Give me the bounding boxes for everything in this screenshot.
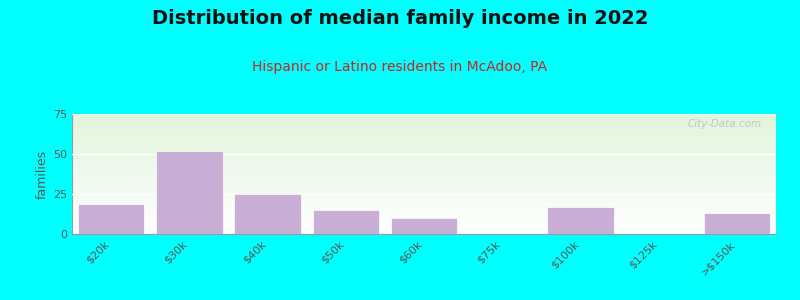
Bar — [547, 207, 614, 234]
Text: Hispanic or Latino residents in McAdoo, PA: Hispanic or Latino residents in McAdoo, … — [253, 60, 547, 74]
Bar — [78, 204, 144, 234]
Bar — [156, 151, 222, 234]
Text: City-Data.com: City-Data.com — [688, 119, 762, 129]
Bar — [313, 210, 379, 234]
Bar — [390, 218, 458, 234]
Bar — [704, 213, 770, 234]
Bar — [234, 194, 301, 234]
Y-axis label: families: families — [36, 149, 49, 199]
Text: Distribution of median family income in 2022: Distribution of median family income in … — [152, 9, 648, 28]
